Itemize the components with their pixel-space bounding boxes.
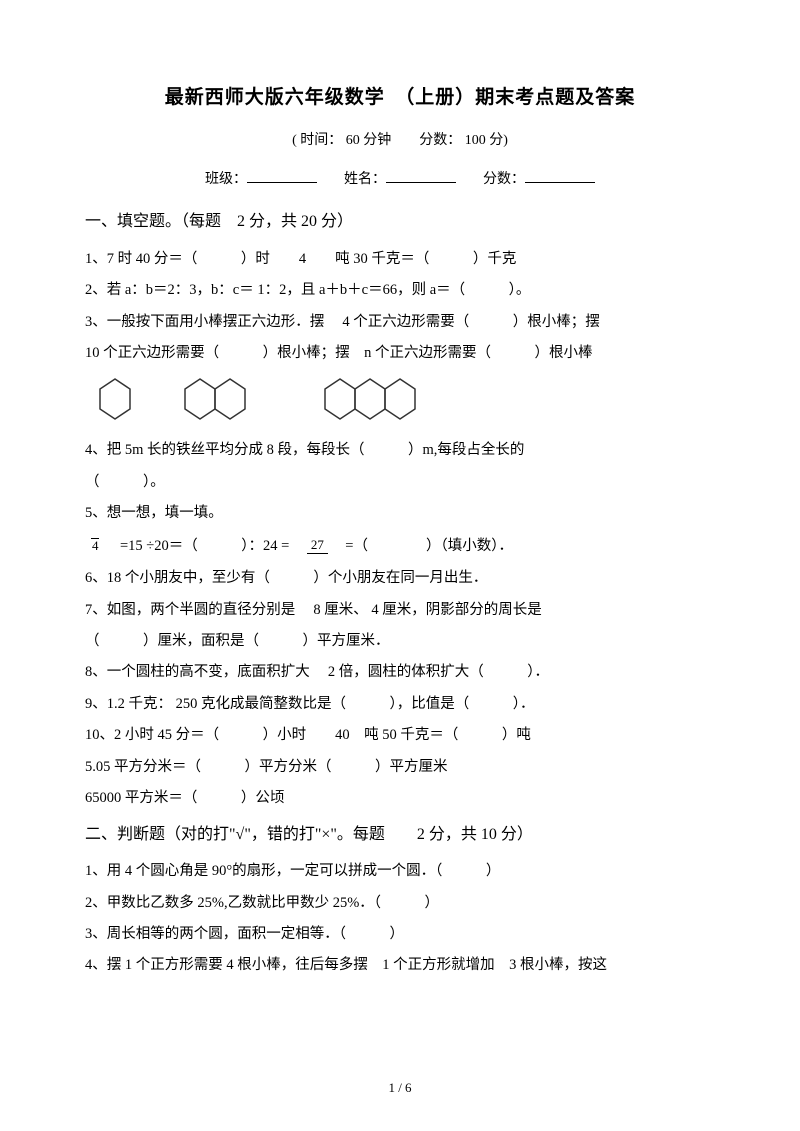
name-label: 姓名： — [344, 172, 386, 187]
question-2: 2、若 a：b＝2：3，b：c＝ 1：2，且 a＋b＋c＝66，则 a＝（ ）。 — [85, 275, 715, 305]
question-4a: 4、把 5m 长的铁丝平均分成 8 段，每段长（ ）m,每段占全长的 — [85, 435, 715, 465]
question-1: 1、7 时 40 分＝（ ）时 4 吨 30 千克＝（ ）千克 — [85, 244, 715, 274]
question-6: 6、18 个小朋友中，至少有（ ）个小朋友在同一月出生． — [85, 563, 715, 593]
score-blank — [525, 169, 595, 183]
question-10c: 65000 平方米＝（ ）公顷 — [85, 783, 715, 813]
judge-1: 1、用 4 个圆心角是 90°的扇形，一定可以拼成一个圆．（ ） — [85, 856, 715, 886]
question-5: 5、想一想，填一填。 — [85, 498, 715, 528]
fraction-1: 4 — [88, 538, 103, 553]
question-9: 9、1.2 千克： 250 克化成最简整数比是（ ），比值是（ ）． — [85, 689, 715, 719]
question-3a: 3、一般按下面用小棒摆正六边形．摆 4 个正六边形需要（ ）根小棒；摆 — [85, 307, 715, 337]
question-8: 8、一个圆柱的高不变，底面积扩大 2 倍，圆柱的体积扩大（ ）． — [85, 657, 715, 687]
q5-text-post: =（ ）（填小数）． — [331, 531, 513, 561]
class-blank — [247, 169, 317, 183]
frac1-den: 4 — [88, 539, 103, 553]
score-label: 分数： — [483, 172, 525, 187]
page-subtitle: ( 时间： 60 分钟 分数： 100 分) — [85, 128, 715, 155]
question-10a: 10、2 小时 45 分＝（ ）小时 40 吨 50 千克＝（ ）吨 — [85, 720, 715, 750]
page-title: 最新西师大版六年级数学 （上册）期末考点题及答案 — [85, 80, 715, 116]
question-5-expr: 4 =15 ÷20＝（ ）：24 = 27 =（ ）（填小数）． — [85, 531, 715, 561]
judge-2: 2、甲数比乙数多 25%,乙数就比甲数少 25%．（ ） — [85, 888, 715, 918]
question-7a: 7、如图，两个半圆的直径分别是 8 厘米、 4 厘米，阴影部分的周长是 — [85, 595, 715, 625]
frac2-num: 27 — [307, 538, 328, 553]
section-1-header: 一、填空题。（每题 2 分，共 20 分） — [85, 207, 715, 237]
q5-text-pre: =15 ÷20＝（ ）：24 = — [106, 531, 304, 561]
judge-4: 4、摆 1 个正方形需要 4 根小棒，往后每多摆 1 个正方形就增加 3 根小棒… — [85, 950, 715, 980]
question-7b: （ ）厘米，面积是（ ）平方厘米． — [85, 626, 715, 656]
question-4b: （ ）。 — [85, 467, 715, 497]
judge-3: 3、周长相等的两个圆，面积一定相等．（ ） — [85, 919, 715, 949]
question-3b: 10 个正六边形需要（ ）根小棒；摆 n 个正六边形需要（ ）根小棒 — [85, 338, 715, 368]
page-number: 1 / 6 — [0, 1076, 800, 1101]
fraction-2: 27 — [307, 538, 328, 553]
question-10b: 5.05 平方分米＝（ ）平方分米（ ）平方厘米 — [85, 752, 715, 782]
info-line: 班级： 姓名： 分数： — [85, 167, 715, 194]
hexagon-figure — [85, 374, 715, 429]
name-blank — [386, 169, 456, 183]
class-label: 班级： — [205, 172, 247, 187]
section-2-header: 二、判断题（对的打"√"，错的打"×"。每题 2 分，共 10 分） — [85, 820, 715, 850]
